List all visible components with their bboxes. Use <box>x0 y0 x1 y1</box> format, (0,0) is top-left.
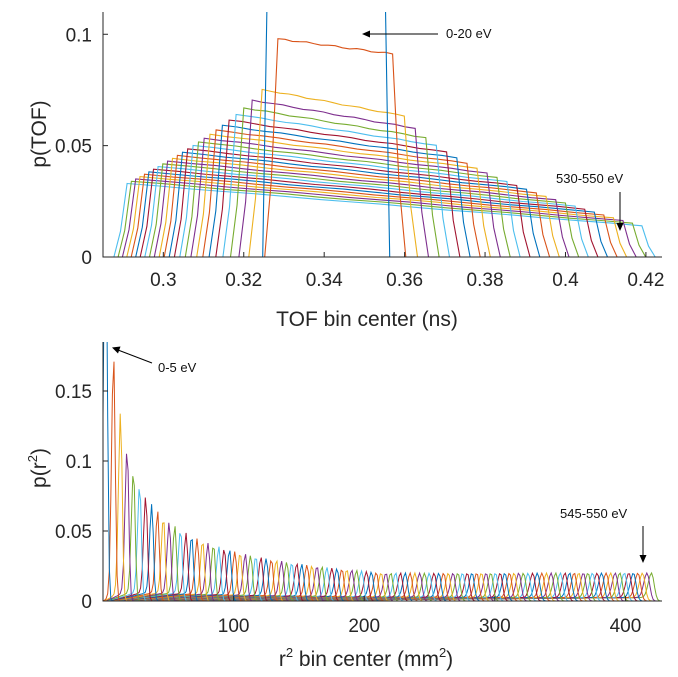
y-tick-label: 0 <box>81 248 92 269</box>
x-tick-label: 0.4 <box>552 270 579 291</box>
top-y-axis-label: p(TOF) <box>28 100 51 167</box>
bottom-x-axis-label: r2 bin center (mm2) <box>279 645 453 671</box>
top-chart: 0.3 0.32 0.34 0.36 0.38 0.4 0.42 0 0.05 0.1 TOF … <box>28 12 664 331</box>
y-tick-label: 0.05 <box>55 137 92 158</box>
top-x-tick-labels: 0.3 0.32 0.34 0.36 0.38 0.4 0.42 <box>150 270 664 291</box>
tof-series-line <box>103 113 662 257</box>
tof-series-line <box>103 137 662 257</box>
top-annotation-low: 0-20 eV <box>362 26 492 41</box>
bottom-x-tick-labels: 100 200 300 400 <box>218 616 642 637</box>
x-tick-label: 0.42 <box>627 270 664 291</box>
x-tick-label: 100 <box>218 616 250 637</box>
annotation-label-545-550: 545-550 eV <box>560 506 628 521</box>
annotation-label-0-20: 0-20 eV <box>446 26 492 41</box>
tof-series-line <box>103 144 662 257</box>
tof-series-line <box>103 163 662 257</box>
annotation-arrowhead <box>112 346 121 354</box>
annotation-label-0-5: 0-5 eV <box>158 360 197 375</box>
tof-series-line <box>103 148 662 257</box>
annotation-arrowhead <box>639 555 647 563</box>
x-tick-label: 300 <box>479 616 511 637</box>
y-tick-label: 0.1 <box>66 25 92 46</box>
tof-series-line <box>103 88 662 257</box>
tof-series-line <box>103 99 662 257</box>
top-curves <box>103 12 662 257</box>
tof-series-line <box>103 178 662 257</box>
r2-series-line <box>103 538 661 601</box>
annotation-arrow-line <box>117 349 153 364</box>
y-tick-label: 0.1 <box>66 452 92 473</box>
tof-series-line <box>103 173 662 257</box>
x-tick-label: 0.34 <box>306 270 343 291</box>
r2-series-line <box>103 543 661 601</box>
tof-series-line <box>103 129 662 257</box>
bottom-y-tick-labels: 0 0.05 0.1 0.15 <box>55 382 92 613</box>
tof-series-line <box>103 166 662 257</box>
top-x-axis-label: TOF bin center (ns) <box>276 308 458 331</box>
tof-series-line <box>103 119 662 257</box>
x-tick-label: 0.38 <box>467 270 504 291</box>
bottom-axes <box>102 342 662 602</box>
y-tick-label: 0.05 <box>55 522 92 543</box>
tof-series-line <box>103 157 662 257</box>
tof-series-line <box>103 151 662 257</box>
tof-series-line <box>103 160 662 257</box>
x-tick-label: 0.32 <box>225 270 262 291</box>
annotation-label-530-550: 530-550 eV <box>556 171 624 186</box>
top-axes <box>102 12 662 258</box>
x-tick-label: 0.3 <box>150 270 176 291</box>
y-tick-label: 0 <box>81 592 92 613</box>
bottom-annotation-low: 0-5 eV <box>112 346 197 375</box>
top-annotation-high: 530-550 eV <box>556 171 624 231</box>
tof-series-line <box>103 38 662 257</box>
annotation-arrowhead <box>362 30 370 38</box>
r2-series-line <box>103 538 661 601</box>
bottom-chart: 100 200 300 400 0 0.05 0.1 0.15 r2 bin center … <box>25 342 662 671</box>
tof-series-line <box>103 141 662 257</box>
x-tick-label: 400 <box>610 616 642 637</box>
top-y-tick-labels: 0 0.05 0.1 <box>55 25 92 269</box>
x-tick-label: 0.36 <box>386 270 423 291</box>
annotation-arrowhead <box>616 223 624 231</box>
x-tick-label: 200 <box>348 616 380 637</box>
bottom-annotation-high: 545-550 eV <box>560 506 647 563</box>
tof-series-line <box>103 176 662 257</box>
y-tick-label: 0.15 <box>55 382 92 403</box>
bottom-y-axis-label: p(r2) <box>25 448 51 488</box>
